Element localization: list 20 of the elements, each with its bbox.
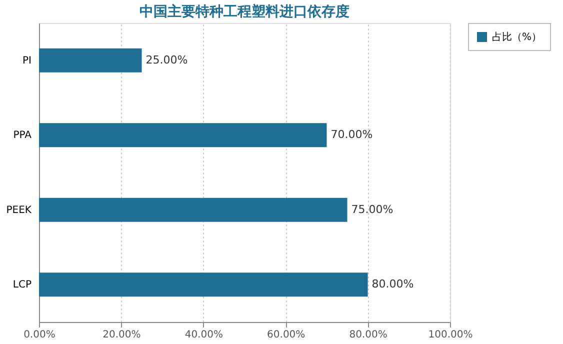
- x-tick-label: 60.00%: [267, 330, 306, 340]
- chart-title: 中国主要特种工程塑料进口依存度: [140, 3, 350, 20]
- bar: [39, 272, 368, 297]
- bar: [39, 123, 327, 148]
- x-tick-label: 0.00%: [24, 330, 56, 340]
- x-tick-label: 100.00%: [428, 330, 473, 340]
- y-tick-label: PI: [22, 55, 32, 66]
- x-tick-label: 80.00%: [349, 330, 388, 340]
- data-label: 70.00%: [330, 128, 373, 142]
- legend-label: 占比（%）: [492, 31, 542, 43]
- data-label: 25.00%: [146, 53, 188, 66]
- y-tick-label: LCP: [12, 280, 32, 291]
- bar: [39, 198, 348, 222]
- y-tick-label: PEEK: [6, 204, 32, 216]
- x-tick-label: 40.00%: [184, 330, 223, 340]
- data-label: 75.00%: [351, 202, 394, 216]
- y-tick-label: PPA: [13, 130, 32, 142]
- bar: [39, 48, 142, 72]
- data-label: 80.00%: [372, 278, 414, 291]
- x-tick-label: 20.00%: [102, 330, 141, 340]
